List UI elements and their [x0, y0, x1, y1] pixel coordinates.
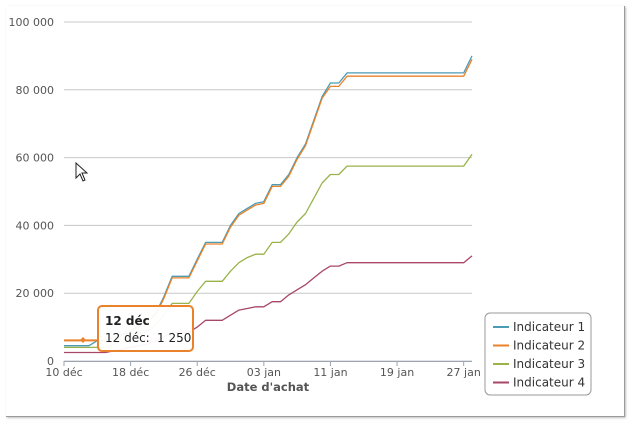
x-tick-label: 19 jan: [380, 366, 414, 379]
chart-frame: 0 20 000 40 000 60 000 80 000 100 000 10 déc 1…: [6, 6, 625, 417]
x-axis-title: Date d'achat: [227, 380, 310, 394]
x-tick-label: 03 jan: [247, 366, 281, 379]
y-tick-label: 60 000: [16, 152, 55, 165]
tooltip-label: 12 déc:: [105, 331, 150, 345]
tooltip-marker: [80, 337, 86, 343]
x-tick-label: 26 déc: [179, 366, 216, 379]
y-tick-label: 20 000: [16, 287, 55, 300]
y-axis-ticks: 0 20 000 40 000 60 000 80 000 100 000: [9, 16, 55, 368]
tooltip-title: 12 déc: [105, 314, 150, 328]
series-line-2: [64, 59, 473, 342]
tooltip-box: [97, 305, 194, 352]
x-tick-label: 18 déc: [112, 366, 149, 379]
x-tick-label: 27 jan: [447, 366, 481, 379]
legend: Indicateur 1 Indicateur 2 Indicateur 3 Indi…: [484, 312, 592, 396]
y-tick-label: 100 000: [9, 16, 55, 29]
legend-label-1: Indicateur 1: [513, 320, 585, 334]
tooltip: 12 déc 12 déc: 1 250: [64, 305, 194, 352]
y-tick-label: 80 000: [16, 84, 55, 97]
y-tick-label: 40 000: [16, 219, 55, 232]
legend-label-2: Indicateur 2: [513, 339, 585, 353]
y-tick-label: 0: [47, 355, 54, 368]
x-axis: 10 déc 18 déc 26 déc 03 jan 11 jan 19 jan 27 j…: [45, 361, 481, 379]
legend-label-3: Indicateur 3: [513, 357, 585, 371]
legend-box: [484, 312, 592, 396]
x-tick-label: 11 jan: [313, 366, 347, 379]
x-tick-label: 10 déc: [45, 366, 82, 379]
legend-label-4: Indicateur 4: [513, 376, 585, 390]
mouse-cursor-icon: [75, 161, 89, 182]
tooltip-value: 1 250: [157, 331, 191, 345]
series-line-1: [64, 55, 473, 347]
